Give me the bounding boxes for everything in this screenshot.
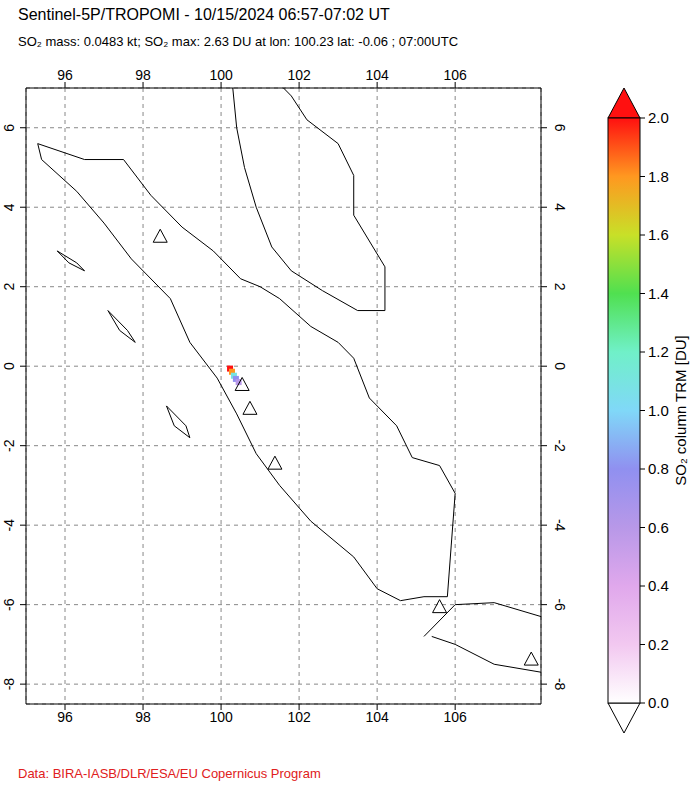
svg-text:-8: -8 (552, 678, 568, 691)
svg-text:SO₂ column TRM [DU]: SO₂ column TRM [DU] (672, 335, 689, 486)
svg-text:0.0: 0.0 (648, 694, 669, 711)
svg-text:96: 96 (57, 67, 73, 83)
svg-text:4: 4 (8, 203, 17, 211)
svg-text:106: 106 (443, 709, 467, 725)
svg-text:2: 2 (8, 283, 17, 291)
svg-text:6: 6 (552, 124, 568, 132)
svg-text:0.8: 0.8 (648, 460, 669, 477)
svg-text:0.4: 0.4 (648, 577, 669, 594)
svg-text:1.4: 1.4 (648, 285, 669, 302)
svg-text:4: 4 (552, 203, 568, 211)
svg-text:-6: -6 (8, 598, 17, 611)
svg-text:-4: -4 (552, 519, 568, 532)
svg-text:98: 98 (135, 67, 151, 83)
svg-text:100: 100 (209, 67, 233, 83)
svg-text:-2: -2 (8, 439, 17, 452)
html-text:Sentinel-5P/TROPOMI - 10/15/20: Sentinel-5P/TROPOMI - 10/15/2024 06:57-0… (18, 6, 390, 23)
svg-text:1.6: 1.6 (648, 226, 669, 243)
svg-text:98: 98 (135, 709, 151, 725)
svg-text:106: 106 (443, 67, 467, 83)
svg-text:2: 2 (552, 283, 568, 291)
svg-text:0.2: 0.2 (648, 636, 669, 653)
svg-text:2.0: 2.0 (648, 109, 669, 126)
svg-text:-2: -2 (552, 439, 568, 452)
svg-text:-6: -6 (552, 598, 568, 611)
svg-text:104: 104 (365, 67, 389, 83)
svg-text:-4: -4 (8, 519, 17, 532)
svg-text:1.8: 1.8 (648, 168, 669, 185)
html-text:SO₂ mass: 0.0483 kt; SO₂ max:: SO₂ mass: 0.0483 kt; SO₂ max: 2.63 DU at… (18, 34, 458, 49)
svg-text:104: 104 (365, 709, 389, 725)
svg-text:96: 96 (57, 709, 73, 725)
svg-text:102: 102 (287, 709, 311, 725)
svg-text:0: 0 (552, 362, 568, 370)
svg-text:100: 100 (209, 709, 233, 725)
svg-text:0: 0 (8, 362, 17, 370)
svg-text:1.0: 1.0 (648, 402, 669, 419)
svg-text:-8: -8 (8, 678, 17, 691)
svg-text:102: 102 (287, 67, 311, 83)
svg-text:6: 6 (8, 124, 17, 132)
html-text:Data: BIRA-IASB/DLR/ESA/EU Cop: Data: BIRA-IASB/DLR/ESA/EU Copernicus Pr… (18, 766, 321, 781)
svg-text:0.6: 0.6 (648, 519, 669, 536)
svg-text:1.2: 1.2 (648, 343, 669, 360)
